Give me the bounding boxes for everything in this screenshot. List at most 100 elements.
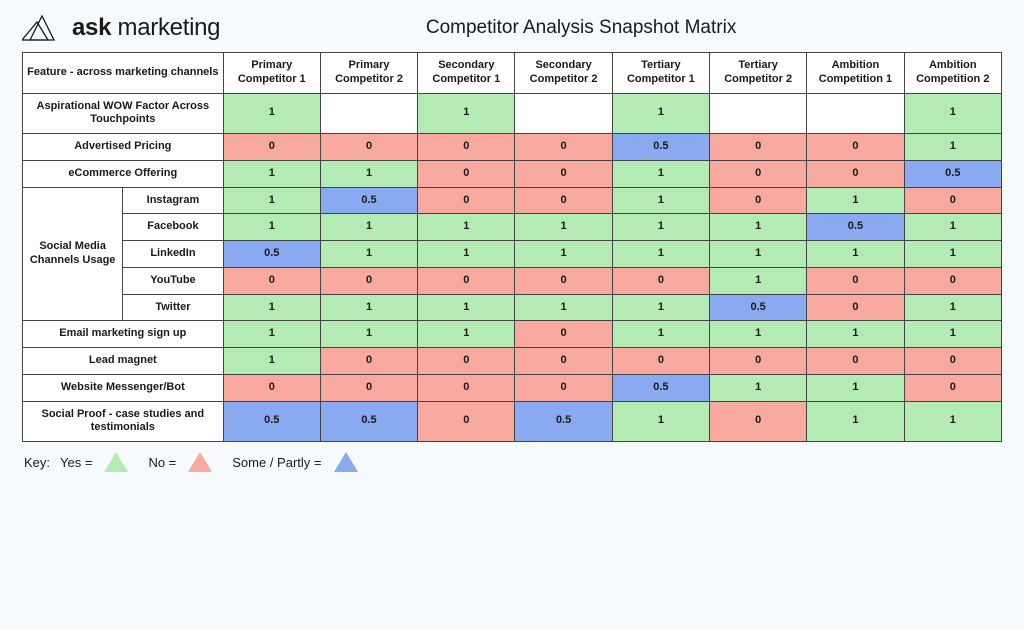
matrix-cell: 0.5 [320, 401, 417, 442]
matrix-cell: 1 [320, 241, 417, 268]
matrix-cell: 0 [710, 348, 807, 375]
matrix-cell: 1 [904, 241, 1001, 268]
legend-some-label: Some / Partly = [232, 455, 321, 470]
feature-label: Lead magnet [23, 348, 224, 375]
matrix-cell: 0 [515, 187, 612, 214]
feature-label: Social Proof - case studies and testimon… [23, 401, 224, 442]
matrix-cell: 1 [223, 160, 320, 187]
matrix-cell: 1 [612, 187, 709, 214]
matrix-cell: 0 [418, 134, 515, 161]
column-header: Ambition Competition 1 [807, 53, 904, 94]
matrix-cell: 0 [418, 160, 515, 187]
matrix-cell: 1 [612, 401, 709, 442]
matrix-cell: 1 [223, 348, 320, 375]
table-row: Aspirational WOW Factor Across Touchpoin… [23, 93, 1002, 134]
matrix-cell: 0.5 [223, 401, 320, 442]
matrix-cell: 0.5 [807, 214, 904, 241]
matrix-cell: 1 [418, 214, 515, 241]
matrix-cell: 0 [710, 160, 807, 187]
matrix-cell: 0 [515, 160, 612, 187]
table-row: LinkedIn0.51111111 [23, 241, 1002, 268]
matrix-cell: 1 [807, 401, 904, 442]
matrix-cell: 0 [515, 134, 612, 161]
matrix-cell: 1 [904, 134, 1001, 161]
table-row: Twitter111110.501 [23, 294, 1002, 321]
column-header: Tertiary Competitor 1 [612, 53, 709, 94]
matrix-cell: 1 [223, 294, 320, 321]
matrix-cell: 1 [515, 294, 612, 321]
legend-prefix: Key: [24, 455, 50, 470]
feature-label: Instagram [123, 187, 223, 214]
matrix-cell: 0.5 [612, 134, 709, 161]
matrix-cell: 0 [904, 348, 1001, 375]
matrix-cell [515, 93, 612, 134]
feature-label: Facebook [123, 214, 223, 241]
matrix-cell: 1 [612, 241, 709, 268]
table-row: YouTube00000100 [23, 267, 1002, 294]
matrix-cell: 0.5 [515, 401, 612, 442]
matrix-cell: 0 [904, 267, 1001, 294]
matrix-cell: 0 [807, 267, 904, 294]
triangle-yes-icon [104, 452, 128, 472]
matrix-cell: 1 [710, 214, 807, 241]
matrix-cell: 0 [807, 294, 904, 321]
matrix-cell: 1 [904, 93, 1001, 134]
table-row: Facebook1111110.51 [23, 214, 1002, 241]
matrix-cell: 1 [807, 187, 904, 214]
matrix-cell: 0 [807, 348, 904, 375]
feature-label: Email marketing sign up [23, 321, 224, 348]
legend: Key: Yes = No = Some / Partly = [24, 452, 1002, 472]
matrix-cell: 1 [904, 401, 1001, 442]
table-row: Lead magnet10000000 [23, 348, 1002, 375]
group-label: Social Media Channels Usage [23, 187, 123, 321]
matrix-cell: 1 [904, 294, 1001, 321]
matrix-cell: 0 [515, 321, 612, 348]
column-header: Primary Competitor 1 [223, 53, 320, 94]
matrix-cell: 1 [223, 214, 320, 241]
page-title: Competitor Analysis Snapshot Matrix [160, 17, 1002, 39]
matrix-cell: 1 [320, 160, 417, 187]
column-header: Secondary Competitor 2 [515, 53, 612, 94]
matrix-cell: 1 [418, 321, 515, 348]
matrix-cell: 0 [223, 267, 320, 294]
matrix-cell: 1 [612, 321, 709, 348]
matrix-cell: 0 [320, 348, 417, 375]
matrix-cell: 0 [904, 187, 1001, 214]
matrix-cell: 0 [710, 187, 807, 214]
matrix-cell [807, 93, 904, 134]
triangle-no-icon [188, 452, 212, 472]
matrix-cell: 0 [710, 401, 807, 442]
brand-name-bold: ask [72, 14, 111, 41]
matrix-cell: 1 [612, 214, 709, 241]
matrix-cell: 1 [223, 321, 320, 348]
header: ask marketing Competitor Analysis Snapsh… [22, 14, 1002, 42]
feature-label: Advertised Pricing [23, 134, 224, 161]
matrix-cell: 0 [418, 267, 515, 294]
matrix-cell: 1 [418, 294, 515, 321]
matrix-cell: 0 [904, 374, 1001, 401]
matrix-cell: 0 [515, 348, 612, 375]
table-row: Advertised Pricing00000.5001 [23, 134, 1002, 161]
matrix-cell: 0 [418, 374, 515, 401]
matrix-cell: 0 [320, 267, 417, 294]
feature-label: Twitter [123, 294, 223, 321]
matrix-cell: 1 [904, 214, 1001, 241]
feature-header: Feature - across marketing channels [23, 53, 224, 94]
matrix-cell: 0 [320, 374, 417, 401]
matrix-cell: 1 [710, 241, 807, 268]
matrix-cell: 1 [223, 187, 320, 214]
matrix-cell: 1 [710, 267, 807, 294]
matrix-cell: 1 [807, 374, 904, 401]
matrix-cell: 0 [612, 348, 709, 375]
matrix-cell: 0 [807, 160, 904, 187]
matrix-cell: 1 [418, 93, 515, 134]
matrix-cell: 1 [612, 160, 709, 187]
feature-label: YouTube [123, 267, 223, 294]
table-row: eCommerce Offering11001000.5 [23, 160, 1002, 187]
legend-no-label: No = [148, 455, 176, 470]
matrix-cell: 0.5 [223, 241, 320, 268]
matrix-cell: 1 [320, 214, 417, 241]
table-row: Email marketing sign up11101111 [23, 321, 1002, 348]
matrix-cell: 1 [710, 374, 807, 401]
matrix-cell: 0.5 [710, 294, 807, 321]
